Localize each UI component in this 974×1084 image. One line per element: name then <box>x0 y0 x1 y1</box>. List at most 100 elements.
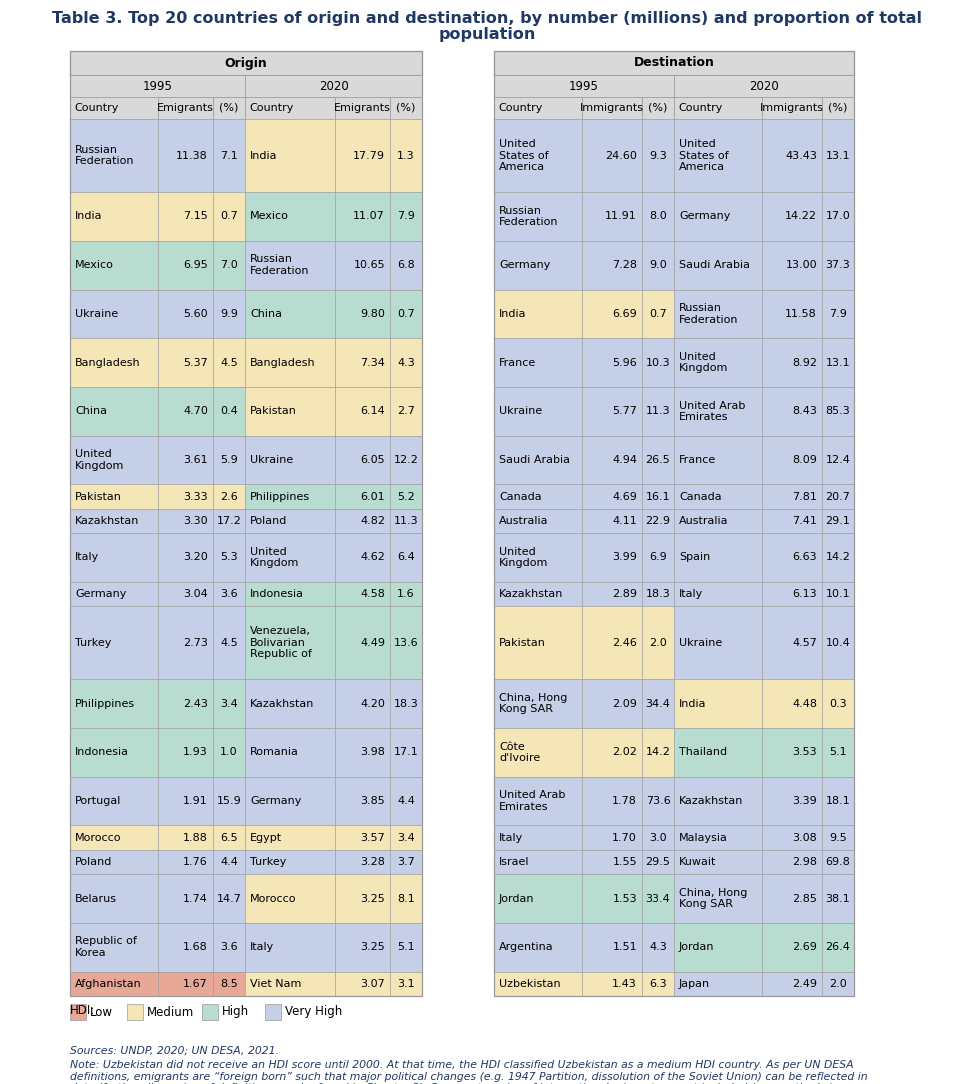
Bar <box>822 728 854 777</box>
Text: Origin: Origin <box>225 56 268 69</box>
Text: 2020: 2020 <box>749 79 779 92</box>
Bar <box>158 606 213 680</box>
Text: Poland: Poland <box>250 516 287 526</box>
Text: 6.4: 6.4 <box>397 553 415 563</box>
Bar <box>245 96 335 119</box>
Text: Mexico: Mexico <box>75 260 114 270</box>
Bar <box>494 728 582 777</box>
Text: Kuwait: Kuwait <box>679 857 716 867</box>
Text: 2.43: 2.43 <box>183 699 208 709</box>
Bar <box>245 922 335 971</box>
Bar <box>245 874 335 922</box>
Bar <box>674 436 762 485</box>
Text: 4.5: 4.5 <box>220 637 238 648</box>
Text: 34.4: 34.4 <box>646 699 670 709</box>
Bar <box>762 338 822 387</box>
Text: 1.68: 1.68 <box>183 942 208 952</box>
Bar <box>494 241 582 289</box>
Text: 3.08: 3.08 <box>792 833 817 842</box>
Text: Malaysia: Malaysia <box>679 833 728 842</box>
Text: 5.9: 5.9 <box>220 455 238 465</box>
Text: 3.98: 3.98 <box>360 747 385 758</box>
Bar <box>642 922 674 971</box>
Bar <box>642 289 674 338</box>
Bar <box>642 508 674 533</box>
Bar <box>213 874 245 922</box>
Text: 1.67: 1.67 <box>183 979 208 989</box>
Bar <box>642 606 674 680</box>
Bar <box>265 1004 281 1020</box>
Text: Italy: Italy <box>499 833 523 842</box>
Text: 15.9: 15.9 <box>216 796 242 806</box>
Text: 2.49: 2.49 <box>792 979 817 989</box>
Bar <box>390 533 422 582</box>
Text: Pakistan: Pakistan <box>250 406 297 416</box>
Text: Country: Country <box>678 103 723 113</box>
Bar <box>390 436 422 485</box>
Text: 1.6: 1.6 <box>397 589 415 599</box>
Bar <box>70 485 158 508</box>
Text: 3.6: 3.6 <box>220 942 238 952</box>
Text: Russian
Federation: Russian Federation <box>679 304 738 325</box>
Text: 1995: 1995 <box>142 79 172 92</box>
Text: China, Hong
Kong SAR: China, Hong Kong SAR <box>499 693 568 714</box>
Text: 0.7: 0.7 <box>220 211 238 221</box>
Text: 5.3: 5.3 <box>220 553 238 563</box>
Bar <box>494 387 582 436</box>
Bar <box>674 874 762 922</box>
Text: 5.77: 5.77 <box>612 406 637 416</box>
Bar <box>390 850 422 874</box>
Bar <box>494 606 582 680</box>
Bar <box>213 971 245 996</box>
Bar <box>158 241 213 289</box>
Text: Germany: Germany <box>679 211 730 221</box>
Text: 17.1: 17.1 <box>393 747 419 758</box>
Text: 20.7: 20.7 <box>826 492 850 502</box>
Bar <box>335 485 390 508</box>
Text: 85.3: 85.3 <box>826 406 850 416</box>
Bar <box>245 582 335 606</box>
Text: 13.1: 13.1 <box>826 358 850 367</box>
Bar <box>390 922 422 971</box>
Text: 11.07: 11.07 <box>354 211 385 221</box>
Bar <box>674 922 762 971</box>
Bar <box>158 96 213 119</box>
Bar <box>158 387 213 436</box>
Bar <box>213 728 245 777</box>
Bar <box>674 119 762 192</box>
Bar <box>158 971 213 996</box>
Text: Argentina: Argentina <box>499 942 553 952</box>
Text: 8.09: 8.09 <box>792 455 817 465</box>
Bar <box>335 728 390 777</box>
Bar <box>335 922 390 971</box>
Text: 3.04: 3.04 <box>183 589 208 599</box>
Text: 4.11: 4.11 <box>613 516 637 526</box>
Text: 2.98: 2.98 <box>792 857 817 867</box>
Text: Republic of
Korea: Republic of Korea <box>75 937 137 958</box>
Text: 7.0: 7.0 <box>220 260 238 270</box>
Bar <box>762 119 822 192</box>
Text: 8.1: 8.1 <box>397 893 415 904</box>
Text: 6.01: 6.01 <box>360 492 385 502</box>
Text: 17.0: 17.0 <box>826 211 850 221</box>
Bar <box>582 387 642 436</box>
Text: India: India <box>75 211 102 221</box>
Bar <box>202 1004 218 1020</box>
Bar <box>642 119 674 192</box>
Text: 17.79: 17.79 <box>353 151 385 160</box>
Text: Russian
Federation: Russian Federation <box>75 145 134 166</box>
Bar <box>245 606 335 680</box>
Bar <box>822 338 854 387</box>
Bar <box>70 826 158 850</box>
Bar <box>245 119 335 192</box>
Bar <box>213 533 245 582</box>
Bar <box>390 485 422 508</box>
Bar <box>245 338 335 387</box>
Bar <box>70 96 158 119</box>
Bar <box>70 874 158 922</box>
Bar <box>335 582 390 606</box>
Text: 3.33: 3.33 <box>183 492 208 502</box>
Text: 16.1: 16.1 <box>646 492 670 502</box>
Text: Destination: Destination <box>633 56 715 69</box>
Bar <box>213 582 245 606</box>
